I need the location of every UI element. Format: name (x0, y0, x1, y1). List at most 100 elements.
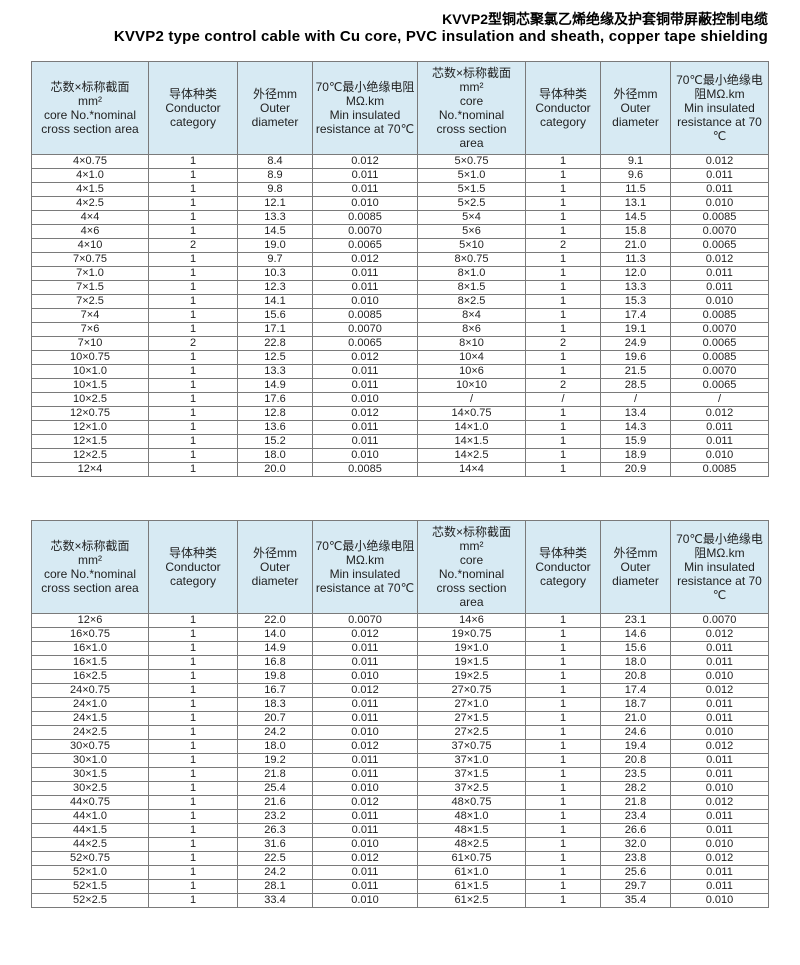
table-cell: 1 (148, 753, 238, 768)
table-cell: 1 (525, 893, 601, 908)
table-cell: 0.012 (670, 252, 769, 267)
table-cell: 1 (525, 865, 601, 880)
document-title: KVVP2型铜芯聚氯乙烯绝缘及护套铜带屏蔽控制电缆 KVVP2 type con… (0, 0, 800, 46)
table-cell: 1 (148, 697, 238, 712)
table-cell: 0.011 (670, 655, 769, 670)
table-cell: 12×1.0 (31, 420, 149, 435)
table-cell: 10×4 (417, 350, 526, 365)
table-cell: 24×0.75 (31, 683, 149, 698)
table-cell: 0.010 (312, 294, 418, 309)
table-row: 30×1.5 1 21.8 0.011 37×1.5 1 23.5 0.011 (31, 767, 769, 782)
table-cell: 1 (525, 280, 601, 295)
table-cell: 24×2.5 (31, 725, 149, 740)
table-cell: 11.3 (600, 252, 671, 267)
table-row: 4×10 2 19.0 0.0065 5×10 2 21.0 0.0065 (31, 238, 769, 253)
table-cell: 1 (148, 809, 238, 824)
table-cell: 1 (148, 252, 238, 267)
table-cell: 61×1.5 (417, 879, 526, 894)
table-cell: 0.010 (312, 893, 418, 908)
table-cell: 1 (525, 266, 601, 281)
table-cell: 0.010 (670, 448, 769, 463)
table-cell: 16.8 (237, 655, 313, 670)
header-line: mm² (78, 553, 102, 567)
table-cell: 1 (148, 448, 238, 463)
table-cell: 7×2.5 (31, 294, 149, 309)
table-cell: 19×1.5 (417, 655, 526, 670)
table-cell: 10.3 (237, 266, 313, 281)
header-line: category (539, 574, 587, 588)
table-1-body: 4×0.75 1 8.4 0.012 5×0.75 1 9.1 0.012 4×1.0 1 8.9 0… (31, 154, 769, 477)
table-cell: 52×0.75 (31, 851, 149, 866)
table-cell: 1 (525, 837, 601, 852)
header-line: Min insulated (684, 101, 755, 115)
header-line: core No.*nominal (43, 567, 137, 581)
table-cell: 1 (148, 879, 238, 894)
header-line: cross section (436, 581, 507, 595)
table-cell: 20.8 (600, 753, 671, 768)
table-cell: 16×2.5 (31, 669, 149, 684)
header-line: No.*nominal (438, 108, 505, 122)
table-cell: 23.4 (600, 809, 671, 824)
table-cell: 0.011 (312, 809, 418, 824)
table-cell: 1 (148, 781, 238, 796)
table-cell: 8×10 (417, 336, 526, 351)
table-cell: 0.0065 (312, 238, 418, 253)
table-cell: 0.011 (312, 266, 418, 281)
table-cell: 37×1.0 (417, 753, 526, 768)
table-cell: 0.010 (670, 669, 769, 684)
spec-table-1: 芯数×标称截面 mm² core No.*nominal cross section … (31, 61, 769, 477)
header-line: category (169, 574, 217, 588)
table-cell: 14.5 (600, 210, 671, 225)
header-min-resistance-left: 70℃最小绝缘电阻 MΩ.km Min insulated resistance at… (312, 61, 418, 155)
table-cell: 1 (525, 669, 601, 684)
table-cell: 15.8 (600, 224, 671, 239)
table-cell: 0.0085 (670, 350, 769, 365)
table-cell: 37×2.5 (417, 781, 526, 796)
table-cell: 1 (148, 837, 238, 852)
spec-table-2: 芯数×标称截面 mm² core No.*nominal cross section … (31, 520, 769, 908)
table-cell: 23.1 (600, 613, 671, 628)
table-cell: 1 (525, 711, 601, 726)
table-cell: 1 (525, 753, 601, 768)
table-cell: 1 (525, 627, 601, 642)
table-cell: 0.011 (670, 168, 769, 183)
table-cell: 18.9 (600, 448, 671, 463)
table-cell: 0.0070 (312, 613, 418, 628)
table-row: 52×1.0 1 24.2 0.011 61×1.0 1 25.6 0.011 (31, 865, 769, 880)
table-cell: 10×10 (417, 378, 526, 393)
table-cell: 0.010 (312, 448, 418, 463)
table-row: 7×0.75 1 9.7 0.012 8×0.75 1 11.3 0.012 (31, 252, 769, 267)
table-cell: 35.4 (600, 893, 671, 908)
table-cell: 12×1.5 (31, 434, 149, 449)
table-cell: 1 (148, 627, 238, 642)
table-row: 24×1.5 1 20.7 0.011 27×1.5 1 21.0 0.011 (31, 711, 769, 726)
table-cell: 21.6 (237, 795, 313, 810)
table-cell: 0.012 (312, 252, 418, 267)
table-cell: 21.8 (600, 795, 671, 810)
table-cell: 0.012 (312, 795, 418, 810)
header-core-spec-right: 芯数×标称截面 mm² core No.*nominal cross section ar… (417, 520, 526, 614)
table-cell: 24×1.5 (31, 711, 149, 726)
table-cell: 12×4 (31, 462, 149, 477)
header-line: 70℃最小绝缘电 (676, 532, 763, 546)
table-cell: 20.9 (600, 462, 671, 477)
table-cell: 13.3 (237, 210, 313, 225)
table-cell: 8×0.75 (417, 252, 526, 267)
table-cell: 0.010 (312, 196, 418, 211)
title-english: KVVP2 type control cable with Cu core, P… (113, 28, 768, 45)
table-cell: 28.5 (600, 378, 671, 393)
table-cell: 1 (148, 893, 238, 908)
table-cell: 5×10 (417, 238, 526, 253)
table-row: 30×1.0 1 19.2 0.011 37×1.0 1 20.8 0.011 (31, 753, 769, 768)
table-cell: 23.2 (237, 809, 313, 824)
table-row: 7×1.0 1 10.3 0.011 8×1.0 1 12.0 0.011 (31, 266, 769, 281)
table-cell: 1 (525, 879, 601, 894)
table-cell: 61×0.75 (417, 851, 526, 866)
table-cell: 7×6 (31, 322, 149, 337)
table-cell: 26.6 (600, 823, 671, 838)
table-cell: 1 (148, 350, 238, 365)
table-cell: / (670, 392, 769, 407)
table-cell: 4×0.75 (31, 154, 149, 169)
table-row: 24×0.75 1 16.7 0.012 27×0.75 1 17.4 0.012 (31, 683, 769, 698)
header-line: cross section area (41, 122, 139, 136)
